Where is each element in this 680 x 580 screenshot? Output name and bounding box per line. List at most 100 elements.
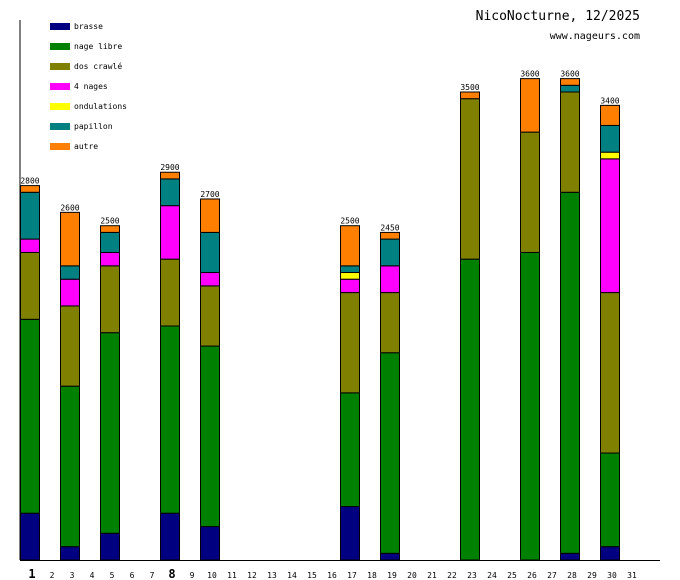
legend-label: ondulations — [74, 101, 127, 111]
x-tick-label: 31 — [627, 571, 637, 580]
x-tick-label: 12 — [247, 571, 257, 580]
bar-segment-autre-day-5 — [100, 225, 120, 233]
legend-item: nage libre — [50, 36, 127, 56]
legend-item: brasse — [50, 16, 127, 36]
bar-total-label: 2900 — [160, 163, 179, 172]
bar-segment-nage-libre-day-23 — [460, 258, 480, 561]
legend-swatch — [50, 42, 70, 50]
x-tick-label: 9 — [190, 571, 195, 580]
x-tick-label: 19 — [387, 571, 397, 580]
x-tick-label: 24 — [487, 571, 497, 580]
bar-total-label: 3600 — [560, 70, 579, 79]
x-tick-label: 30 — [607, 571, 617, 580]
x-tick-label: 8 — [168, 567, 175, 580]
chart-subtitle: www.nageurs.com — [549, 31, 640, 42]
bar-segment-4-nages-day-3 — [60, 278, 80, 307]
legend-item: papillon — [50, 116, 127, 136]
x-tick-label: 11 — [227, 571, 237, 580]
legend-label: 4 nages — [74, 81, 108, 91]
legend-swatch — [50, 142, 70, 150]
legend: brasse nage libre dos crawlé 4 nages ondulat… — [50, 16, 127, 156]
bar-segment-nage-libre-day-3 — [60, 385, 80, 548]
x-tick-label: 7 — [150, 571, 155, 580]
legend-label: papillon — [74, 121, 113, 131]
legend-item: dos crawlé — [50, 56, 127, 76]
bar-segment-dos-crawlé-day-8 — [160, 258, 180, 327]
bar-segment-4-nages-day-17 — [340, 278, 360, 294]
bar-segment-nage-libre-day-26 — [520, 251, 540, 561]
bar-total-label: 2700 — [200, 190, 219, 199]
bar-segment-papillon-day-19 — [380, 238, 400, 267]
bar-segment-papillon-day-3 — [60, 265, 80, 280]
x-tick-label: 1 — [28, 567, 35, 580]
x-tick-label: 14 — [287, 571, 297, 580]
bar-segment-nage-libre-day-17 — [340, 392, 360, 508]
bar-segment-autre-day-28 — [560, 78, 580, 86]
legend-item: autre — [50, 136, 127, 156]
bar-segment-papillon-day-8 — [160, 178, 180, 207]
x-tick-label: 5 — [110, 571, 115, 580]
bar-segment-brasse-day-17 — [340, 506, 360, 561]
legend-item: 4 nages — [50, 76, 127, 96]
bar-segment-papillon-day-30 — [600, 124, 620, 153]
legend-swatch — [50, 62, 70, 70]
bar-segment-nage-libre-day-8 — [160, 325, 180, 514]
legend-swatch — [50, 82, 70, 90]
bar-total-label: 3400 — [600, 96, 619, 105]
bar-segment-4-nages-day-5 — [100, 251, 120, 267]
bar-segment-autre-day-10 — [200, 198, 220, 233]
bar-segment-dos-crawlé-day-28 — [560, 91, 580, 193]
bar-segment-4-nages-day-1 — [20, 238, 40, 253]
x-tick-label: 29 — [587, 571, 597, 580]
x-tick-label: 22 — [447, 571, 457, 580]
bar-total-label: 2500 — [340, 217, 359, 226]
legend-label: autre — [74, 141, 99, 151]
x-tick-label: 25 — [507, 571, 517, 580]
bar-segment-autre-day-8 — [160, 171, 180, 180]
bar-segment-nage-libre-day-28 — [560, 191, 580, 554]
bar-segment-nage-libre-day-5 — [100, 332, 120, 534]
legend-swatch — [50, 122, 70, 130]
bar-total-label: 2600 — [60, 203, 79, 212]
bar-total-label: 3600 — [520, 70, 539, 79]
x-tick-label: 18 — [367, 571, 377, 580]
bar-segment-ondulations-day-17 — [340, 272, 360, 280]
bar-segment-dos-crawlé-day-26 — [520, 131, 540, 253]
bar-segment-brasse-day-19 — [380, 552, 400, 561]
bar-segment-nage-libre-day-1 — [20, 318, 40, 514]
x-tick-label: 6 — [130, 571, 135, 580]
bar-segment-dos-crawlé-day-5 — [100, 265, 120, 334]
legend-label: nage libre — [74, 41, 123, 51]
x-tick-label: 23 — [467, 571, 477, 580]
bar-segment-dos-crawlé-day-30 — [600, 292, 620, 454]
bar-segment-autre-day-30 — [600, 104, 620, 126]
x-tick-label: 10 — [207, 571, 217, 580]
bar-segment-autre-day-1 — [20, 185, 40, 193]
bar-segment-autre-day-17 — [340, 225, 360, 267]
bar-segment-dos-crawlé-day-19 — [380, 292, 400, 354]
bar-segment-dos-crawlé-day-10 — [200, 285, 220, 347]
bar-segment-autre-day-23 — [460, 91, 480, 100]
bar-total-label: 2800 — [20, 177, 39, 186]
bar-segment-papillon-day-10 — [200, 231, 220, 274]
bar-segment-4-nages-day-19 — [380, 265, 400, 294]
bar-segment-brasse-day-5 — [100, 532, 120, 561]
bar-segment-4-nages-day-10 — [200, 272, 220, 287]
x-tick-label: 3 — [70, 571, 75, 580]
legend-swatch — [50, 102, 70, 110]
bar-segment-dos-crawlé-day-23 — [460, 98, 480, 260]
bar-segment-brasse-day-3 — [60, 546, 80, 561]
bar-segment-4-nages-day-30 — [600, 158, 620, 294]
bar-segment-papillon-day-5 — [100, 231, 120, 253]
bar-total-label: 2450 — [380, 223, 399, 232]
bar-segment-ondulations-day-30 — [600, 151, 620, 160]
x-tick-label: 26 — [527, 571, 537, 580]
x-tick-label: 16 — [327, 571, 337, 580]
bar-segment-papillon-day-17 — [340, 265, 360, 274]
bar-total-label: 3500 — [460, 83, 479, 92]
bar-segment-autre-day-3 — [60, 211, 80, 267]
bar-segment-brasse-day-30 — [600, 546, 620, 561]
x-tick-label: 20 — [407, 571, 417, 580]
bar-segment-brasse-day-10 — [200, 526, 220, 561]
x-tick-label: 21 — [427, 571, 437, 580]
